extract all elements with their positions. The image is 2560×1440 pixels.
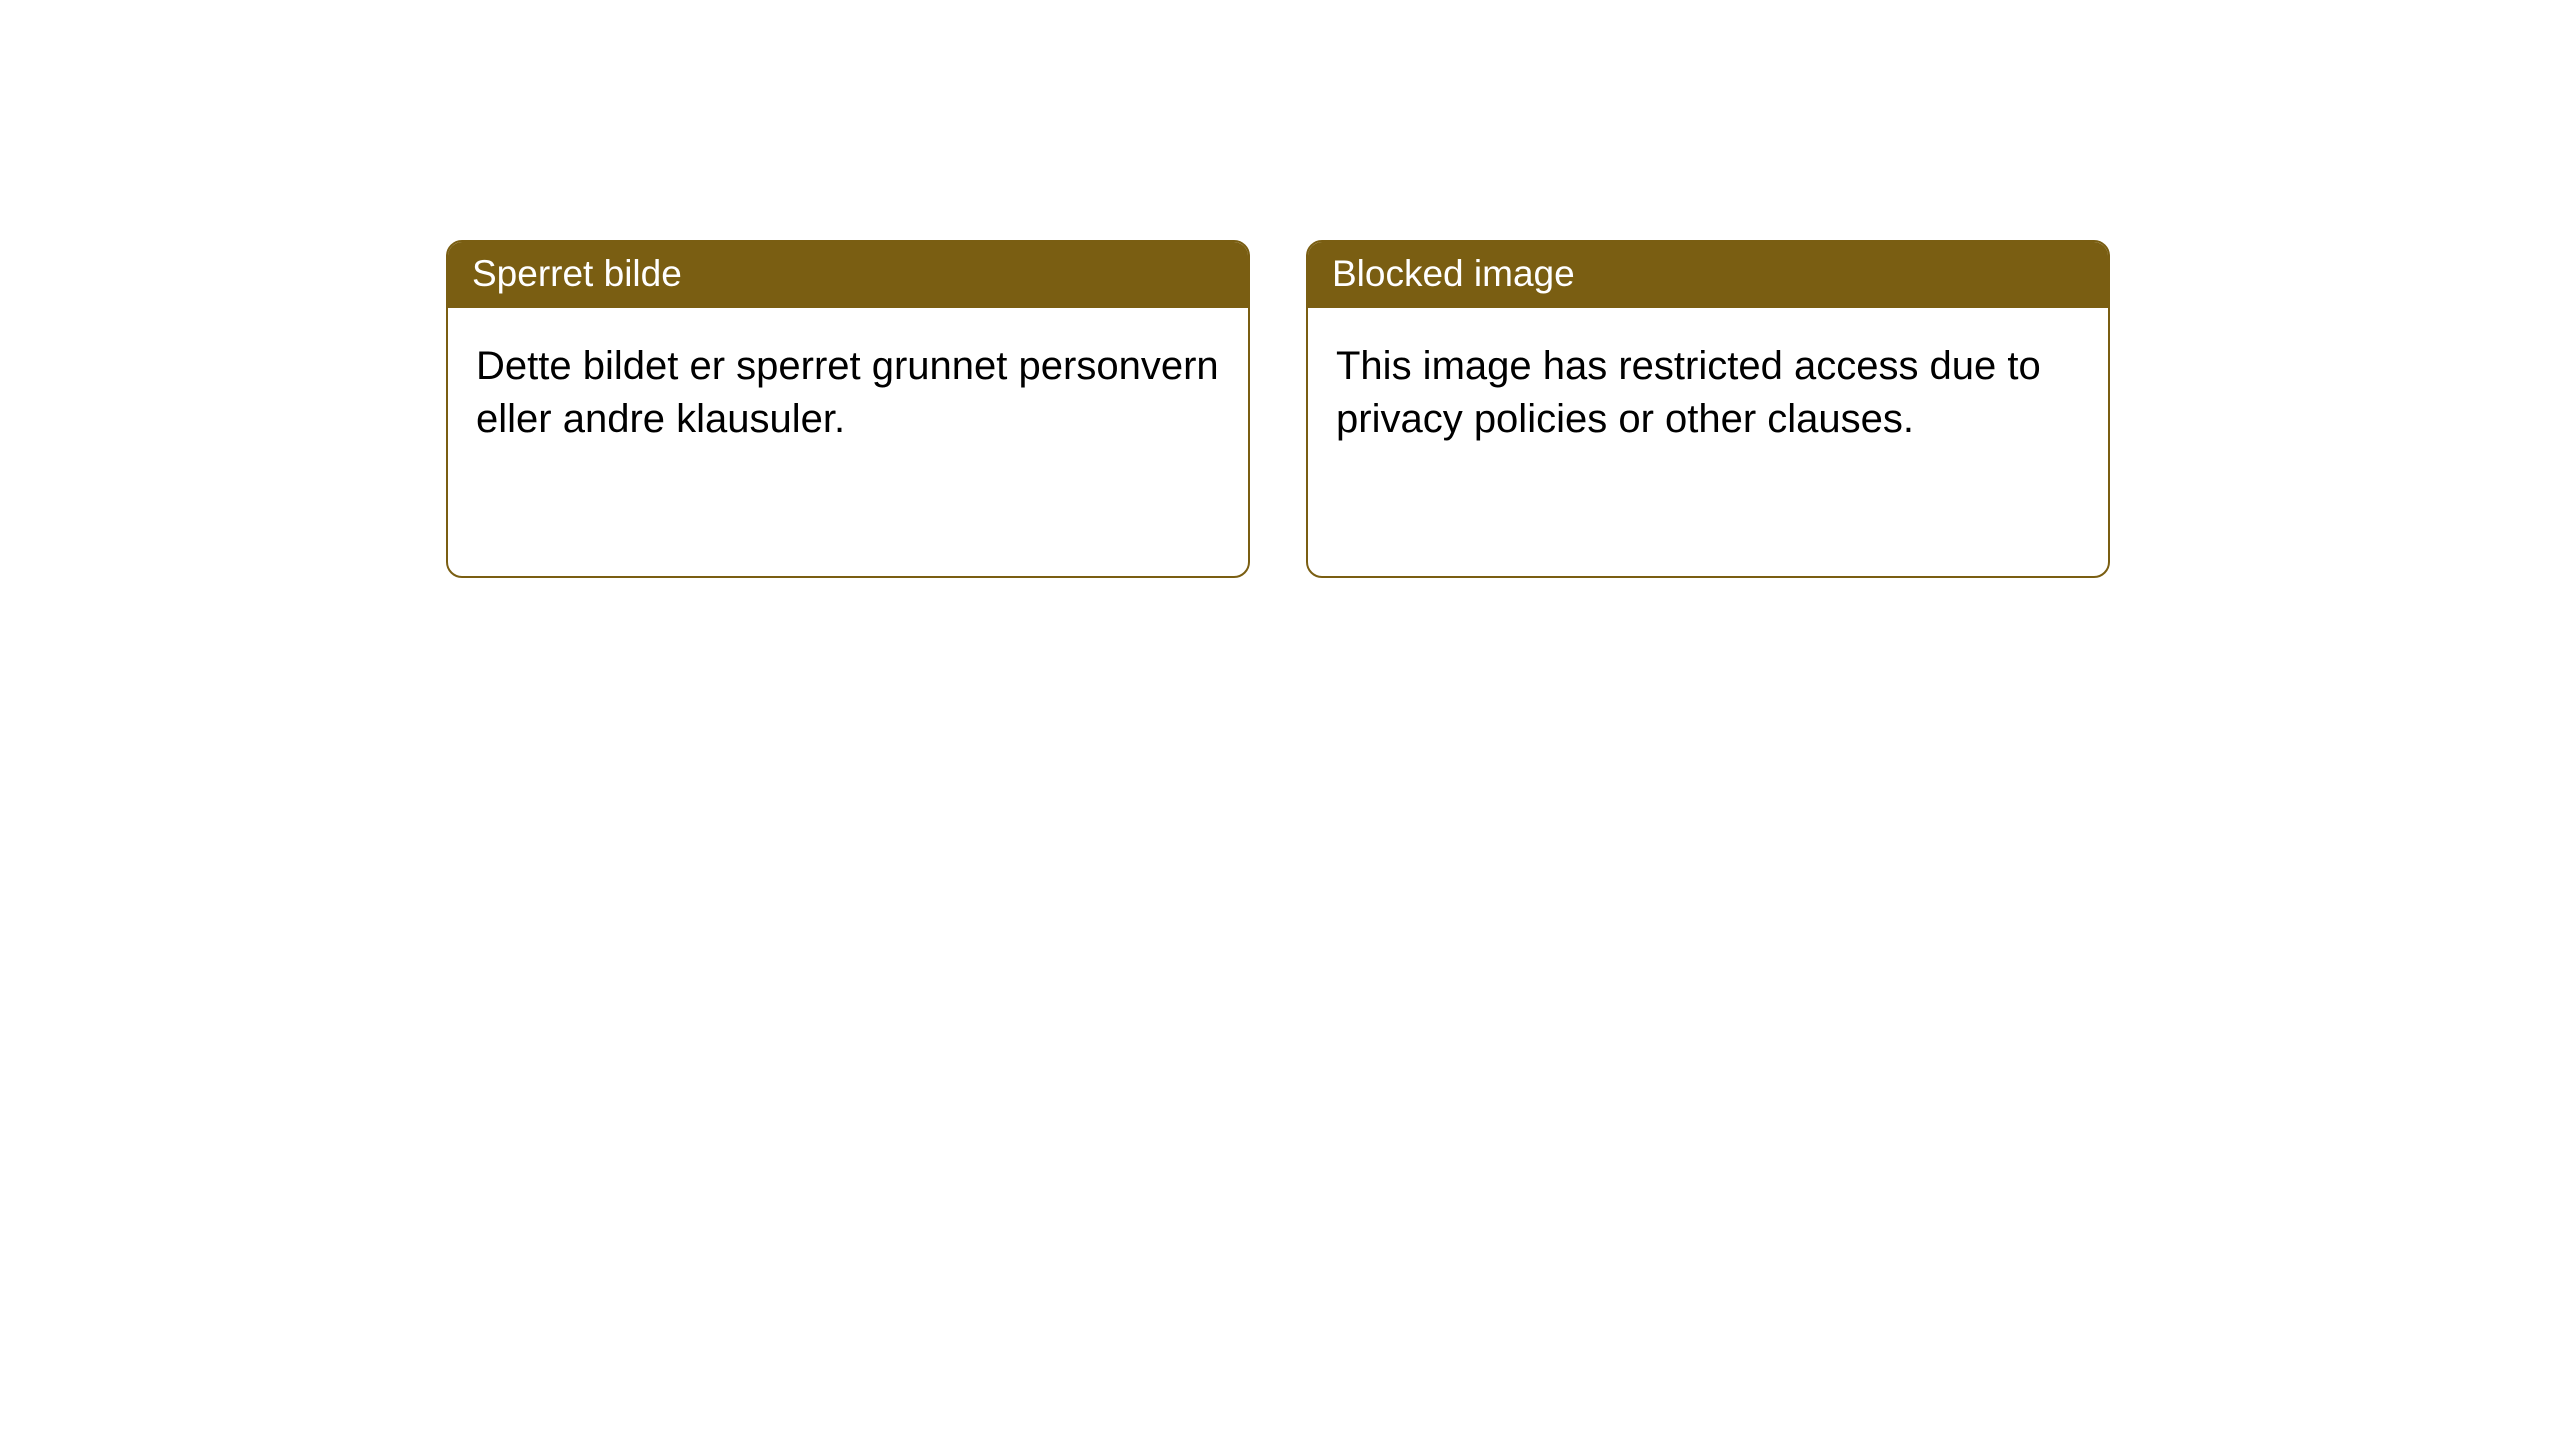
card-header: Blocked image [1308,242,2108,308]
cards-container: Sperret bilde Dette bildet er sperret gr… [0,0,2560,578]
card-header: Sperret bilde [448,242,1248,308]
blocked-image-card-no: Sperret bilde Dette bildet er sperret gr… [446,240,1250,578]
card-body: Dette bildet er sperret grunnet personve… [448,308,1248,478]
card-body: This image has restricted access due to … [1308,308,2108,478]
blocked-image-card-en: Blocked image This image has restricted … [1306,240,2110,578]
